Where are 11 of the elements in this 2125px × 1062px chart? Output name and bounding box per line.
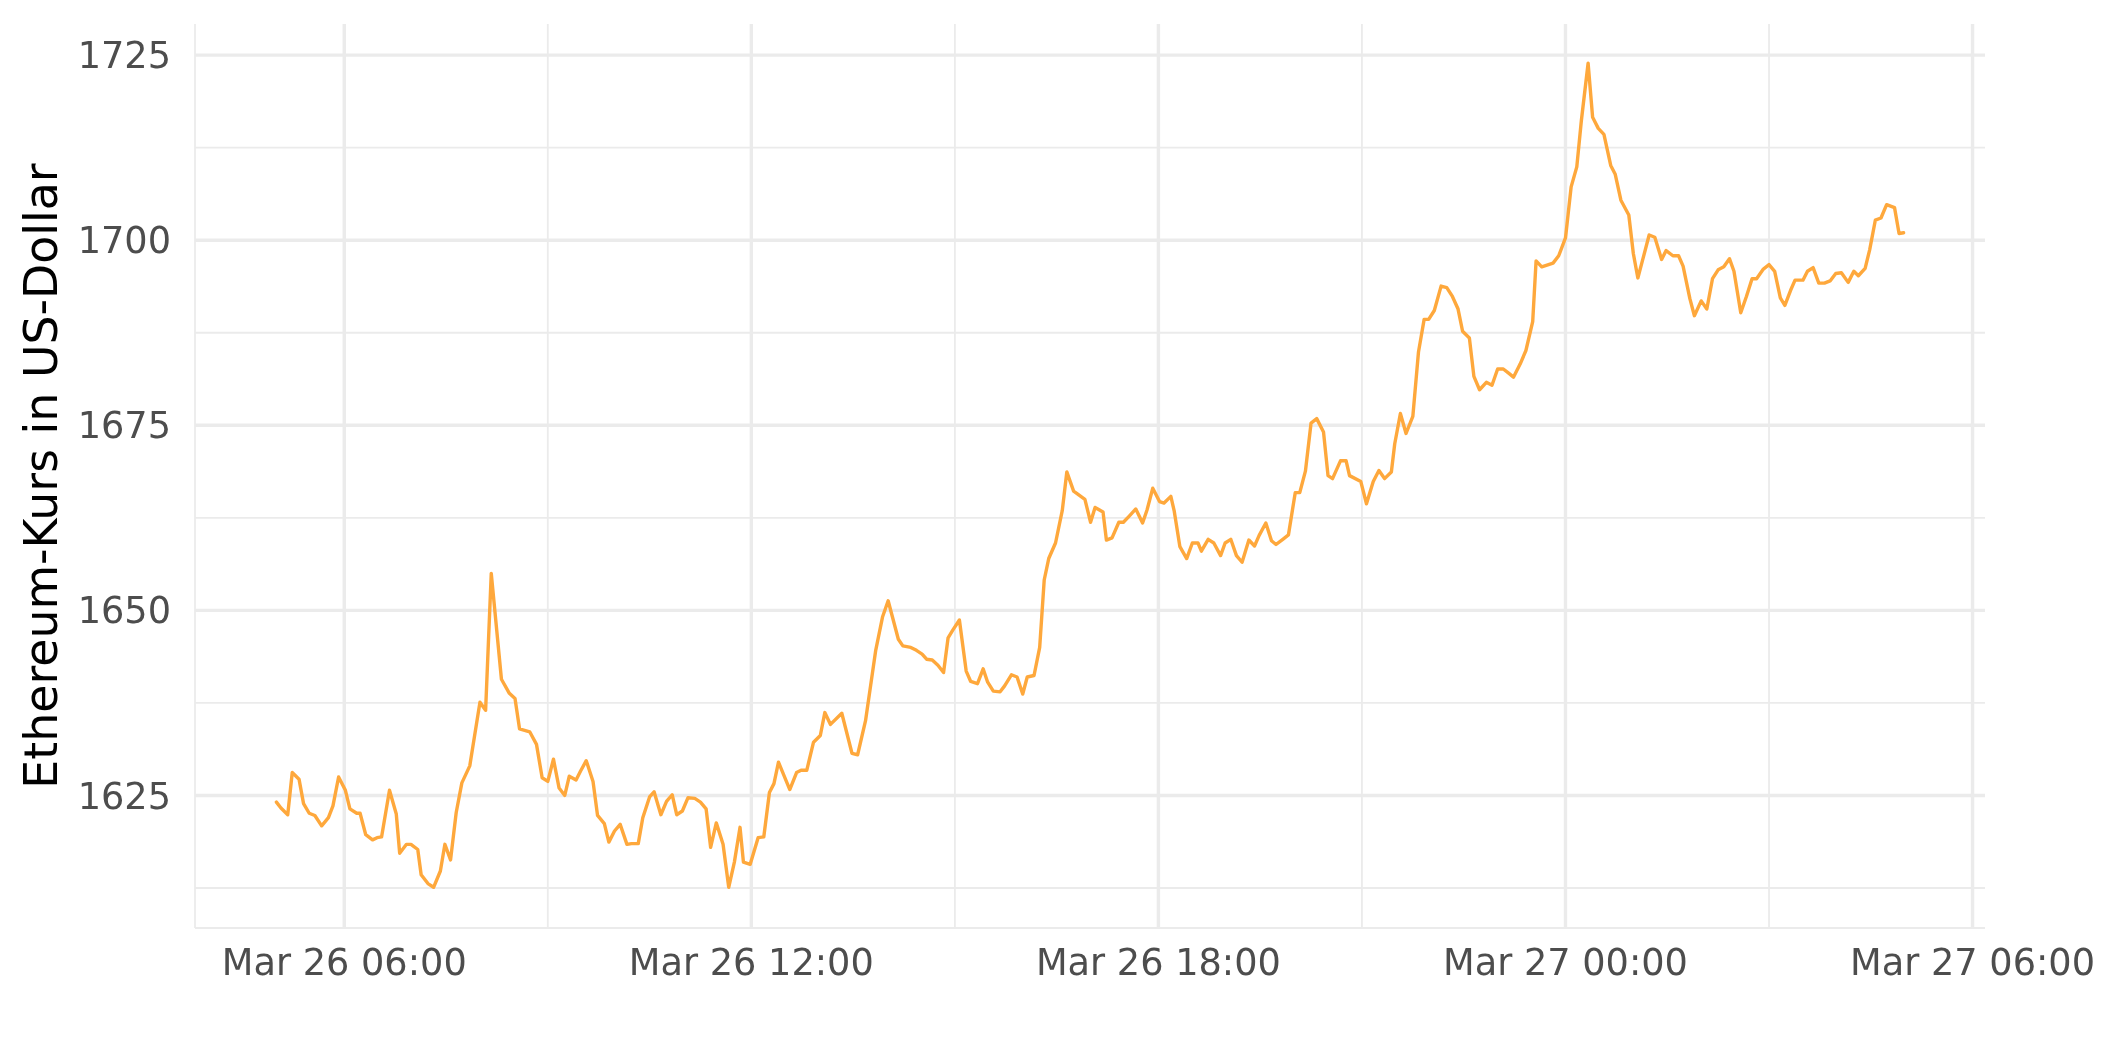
x-tick-label: Mar 27 06:00 [1850, 941, 2096, 985]
y-tick-label: 1675 [77, 404, 171, 448]
y-axis-title: Ethereum-Kurs in US-Dollar [14, 163, 68, 789]
x-tick-label: Mar 26 06:00 [221, 941, 467, 985]
x-tick-label: Mar 26 18:00 [1035, 941, 1281, 985]
x-tick-label: Mar 26 12:00 [628, 941, 874, 985]
y-tick-label: 1650 [77, 589, 171, 633]
y-tick-label: 1700 [77, 219, 171, 263]
x-tick-label: Mar 27 00:00 [1443, 941, 1688, 985]
y-tick-label: 1625 [77, 774, 171, 818]
y-tick-label: 1725 [77, 34, 171, 78]
